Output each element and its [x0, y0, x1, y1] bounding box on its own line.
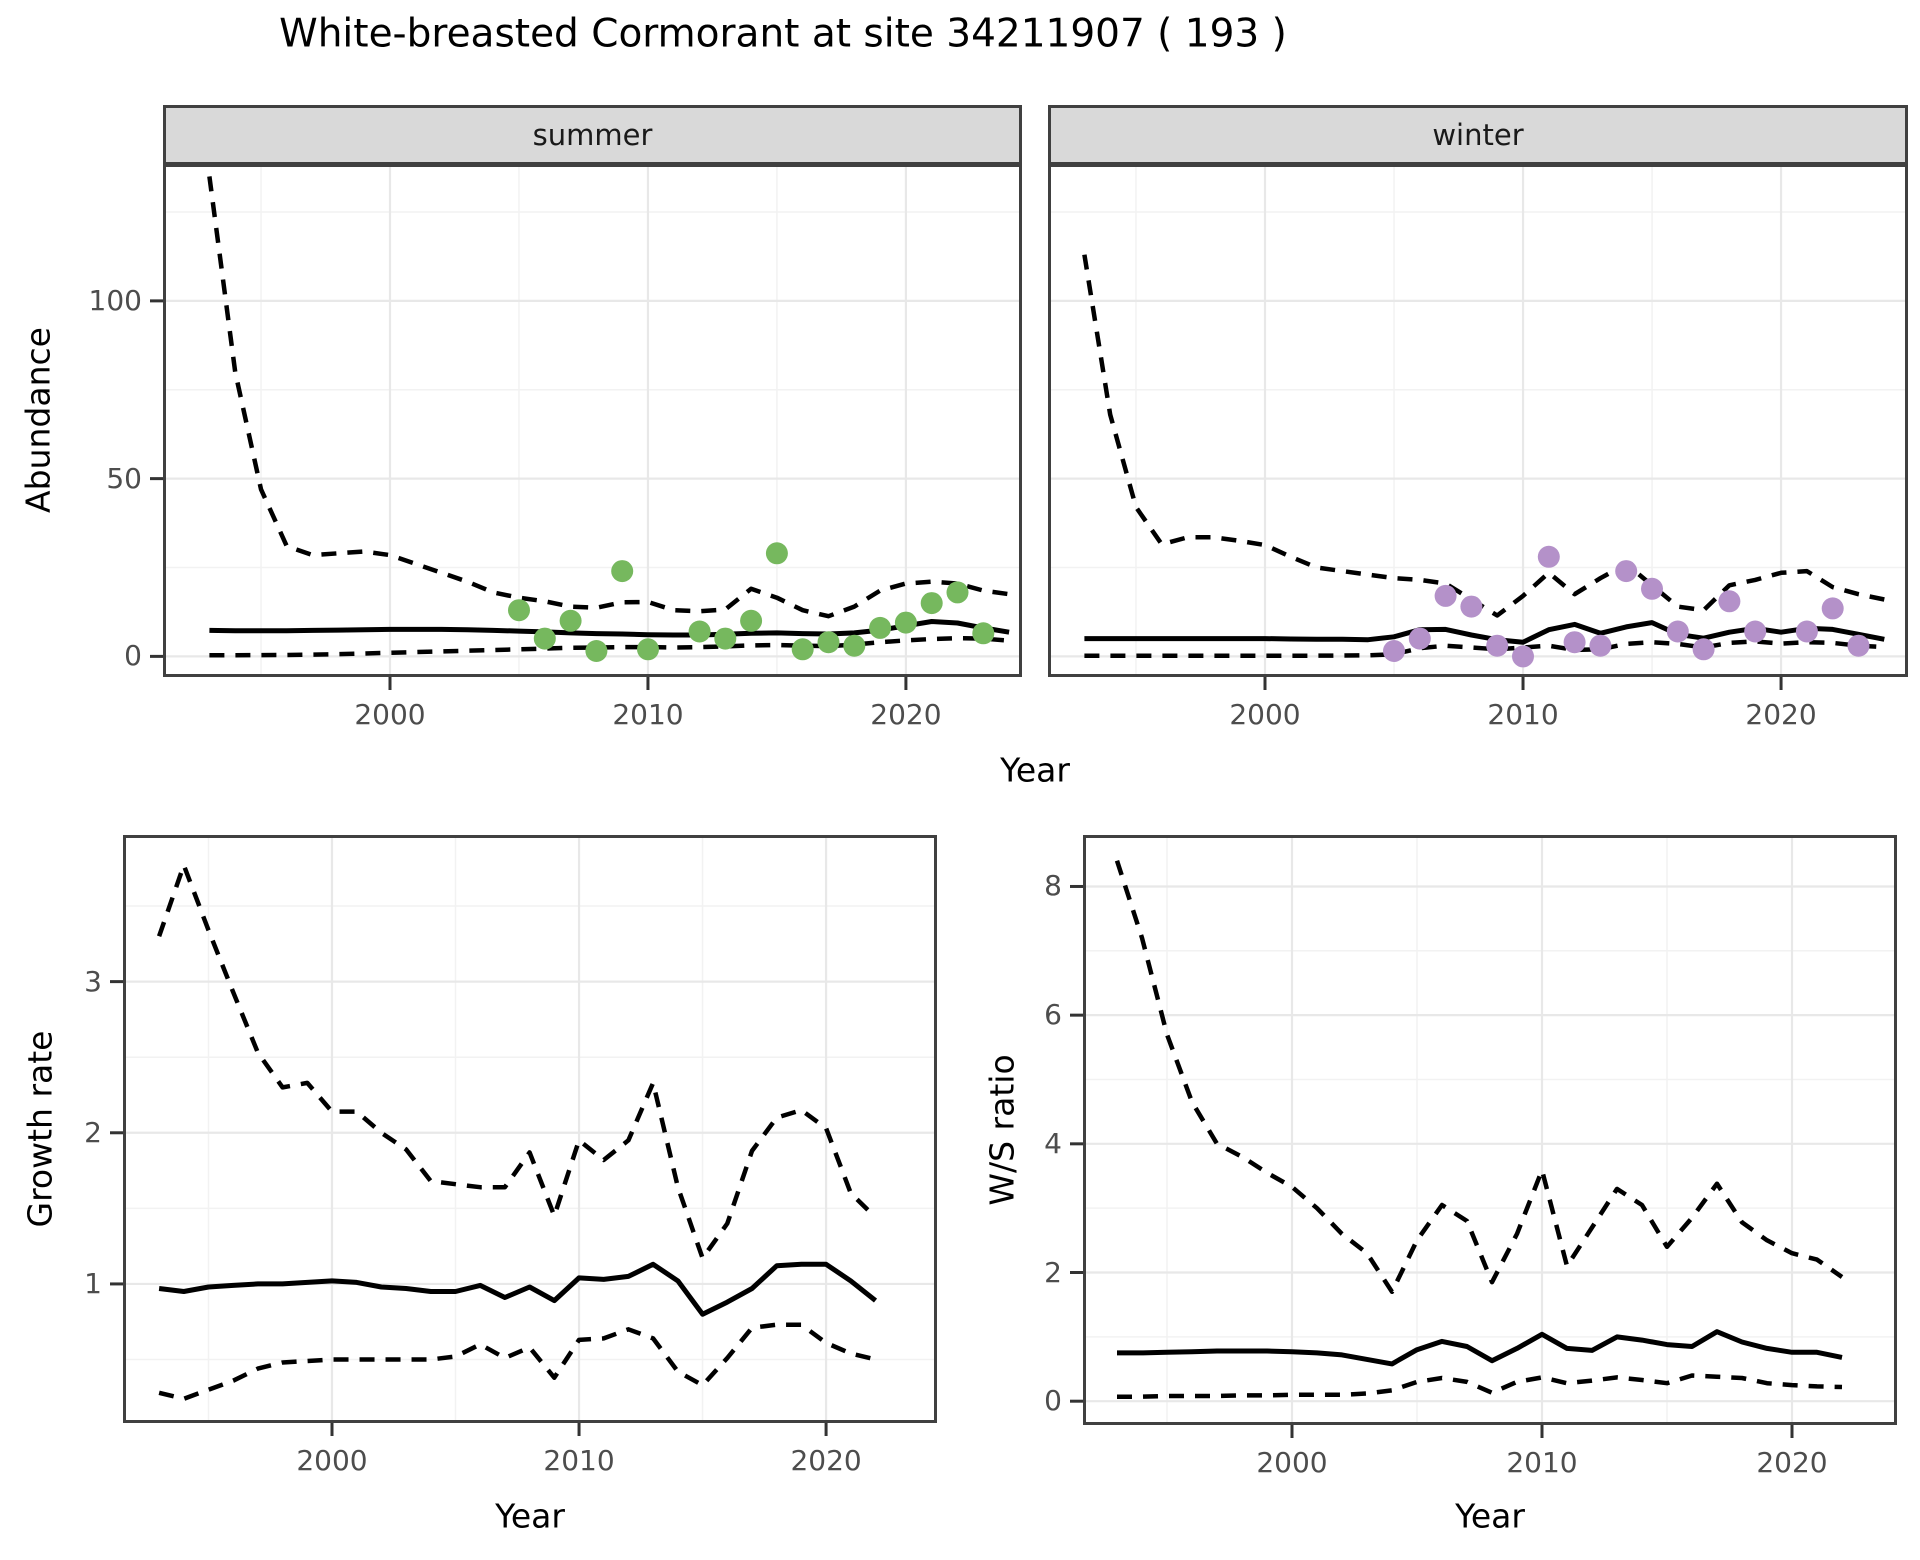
year-axis-title-bottom-right: Year	[1455, 1496, 1525, 1536]
year-axis-title-top: Year	[1000, 750, 1070, 790]
observation-point	[894, 611, 917, 634]
observation-point	[1460, 595, 1483, 618]
x-tick-label: 2000	[354, 698, 426, 731]
observation-point	[1744, 620, 1767, 643]
y-tick-label: 2	[84, 1115, 102, 1149]
y-tick-label: 8	[1044, 869, 1062, 903]
x-tick-label: 2010	[612, 698, 684, 731]
facet-strip-winter: winter	[1048, 105, 1908, 165]
y-tick-label: 2	[1044, 1255, 1062, 1289]
panel-background	[1083, 835, 1897, 1425]
x-tick-label: 2000	[296, 1444, 368, 1477]
observation-point	[533, 627, 556, 650]
ws-ratio-plot	[1070, 835, 1897, 1438]
observation-point	[869, 616, 892, 639]
observation-point	[1537, 545, 1560, 568]
upper-ci-line	[1082, 254, 1885, 618]
observation-point	[1486, 634, 1509, 657]
observation-point	[1692, 638, 1715, 661]
growth-rate-plot	[110, 835, 937, 1436]
y-tick-label: 4	[1044, 1126, 1062, 1160]
upper-ci-line	[1114, 860, 1844, 1295]
observation-point	[1383, 640, 1405, 662]
y-tick-label: 50	[106, 461, 142, 495]
observation-point	[1666, 620, 1689, 643]
observation-point	[508, 599, 530, 622]
panel-border	[123, 835, 937, 1423]
panel-background	[1048, 164, 1908, 677]
observation-point	[946, 581, 969, 604]
facet-strip-summer-label: summer	[532, 118, 653, 152]
y-tick-label: 0	[124, 639, 142, 673]
facet-strip-summer: summer	[163, 105, 1022, 165]
x-tick-label: 2000	[1229, 698, 1301, 731]
data-layer	[207, 176, 1010, 662]
abundance-summer-plot	[150, 164, 1022, 690]
year-axis-title-bottom-left: Year	[495, 1496, 565, 1536]
data-layer	[1082, 254, 1885, 668]
observation-point	[920, 592, 943, 615]
data-layer	[1114, 860, 1844, 1399]
upper-ci-line	[156, 862, 878, 1261]
panel-border	[163, 164, 1022, 677]
median-line	[158, 1261, 878, 1317]
y-tick-label: 0	[1044, 1384, 1062, 1418]
y-tick-label: 3	[84, 964, 102, 998]
observation-point	[843, 634, 866, 657]
observation-point	[972, 622, 995, 645]
observation-point	[1795, 620, 1818, 643]
x-tick-label: 2020	[1745, 698, 1817, 731]
lower-ci-line	[158, 1322, 877, 1402]
facet-strip-winter-label: winter	[1432, 118, 1524, 152]
observation-point	[637, 638, 659, 661]
observation-point	[1821, 597, 1844, 620]
observation-point	[1563, 631, 1586, 654]
panel-border	[1048, 164, 1908, 677]
lower-ci-line	[1117, 1373, 1843, 1399]
y-tick-label: 6	[1044, 998, 1062, 1032]
x-tick-label: 2020	[790, 1444, 862, 1477]
observation-point	[1408, 627, 1431, 650]
x-tick-label: 2020	[870, 698, 942, 731]
panel-background	[123, 835, 937, 1423]
median-line	[1117, 1329, 1843, 1367]
observation-point	[1512, 645, 1534, 668]
x-tick-label: 2010	[543, 1444, 615, 1477]
x-tick-label: 2010	[1487, 698, 1559, 731]
lower-ci-line	[209, 635, 1010, 658]
observation-point	[740, 609, 763, 632]
observation-point	[1434, 584, 1457, 607]
data-layer	[156, 862, 878, 1402]
observation-point	[1718, 590, 1741, 613]
observation-point	[765, 542, 788, 565]
observation-point	[1589, 634, 1612, 657]
page-title: White-breasted Cormorant at site 3421190…	[279, 11, 1287, 57]
abundance-winter-plot	[1048, 164, 1908, 690]
y-tick-label: 1	[84, 1266, 102, 1300]
lower-ci-line	[1084, 639, 1885, 658]
upper-ci-line	[207, 176, 1010, 619]
observation-point	[611, 560, 634, 583]
x-tick-label: 2000	[1256, 1446, 1328, 1479]
panel-background	[163, 164, 1022, 677]
x-tick-label: 2020	[1756, 1446, 1828, 1479]
observation-point	[1641, 577, 1663, 600]
observation-point	[714, 627, 737, 650]
y-tick-label: 100	[88, 283, 142, 317]
panel-border	[1083, 835, 1897, 1425]
observation-point	[585, 640, 608, 662]
x-tick-label: 2010	[1506, 1446, 1578, 1479]
observation-point	[1615, 560, 1638, 583]
observation-point	[688, 620, 711, 643]
observation-point	[817, 631, 840, 654]
observation-point	[1847, 634, 1870, 657]
observation-point	[559, 609, 582, 632]
observation-point	[791, 638, 814, 661]
